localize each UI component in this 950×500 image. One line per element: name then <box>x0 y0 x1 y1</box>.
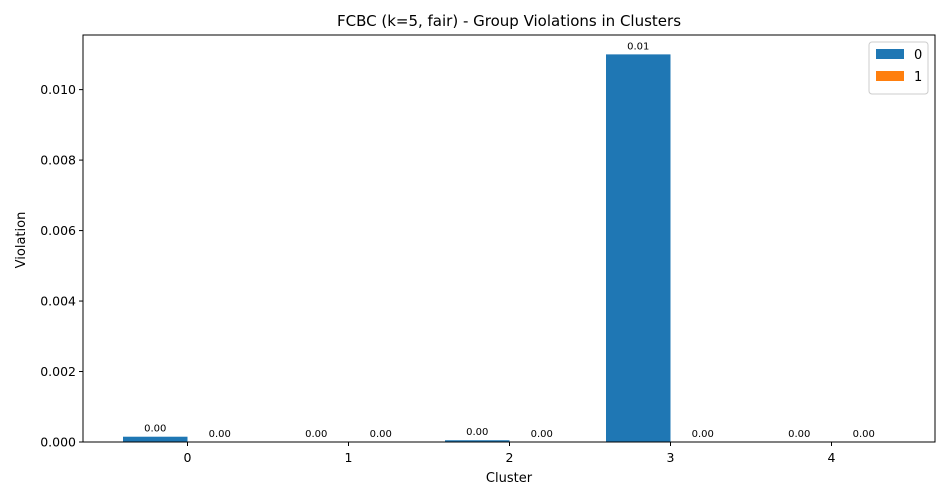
x-tick-label: 0 <box>184 450 192 465</box>
plot-frame <box>82 34 936 443</box>
y-tick-label: 0.006 <box>40 223 76 238</box>
data-label: 0.00 <box>466 427 488 438</box>
legend-label: 0 <box>914 48 922 63</box>
data-label: 0.00 <box>853 429 875 440</box>
bar-series0-cluster2 <box>445 440 510 442</box>
data-label: 0.00 <box>370 429 392 440</box>
bar-series0-cluster3 <box>606 54 671 442</box>
data-label: 0.00 <box>531 429 553 440</box>
legend-label: 1 <box>914 70 922 85</box>
y-axis-label: Violation <box>14 212 29 269</box>
data-label: 0.00 <box>209 429 231 440</box>
x-tick-label: 2 <box>506 450 514 465</box>
y-tick-label: 0.000 <box>40 435 76 450</box>
data-label: 0.00 <box>305 429 327 440</box>
x-tick-label: 4 <box>828 450 836 465</box>
data-label: 0.00 <box>144 424 166 435</box>
legend-swatch <box>876 49 904 59</box>
y-tick-label: 0.004 <box>40 294 76 309</box>
data-label: 0.00 <box>692 429 714 440</box>
y-tick-label: 0.008 <box>40 153 76 168</box>
legend: 01 <box>868 41 929 95</box>
data-label: 0.01 <box>627 41 649 52</box>
plot-area: 0.00 0.00 0.00 0.01 0.00 0.00 0.00 0.00 0.00 0.00… <box>40 34 936 465</box>
legend-swatch <box>876 71 904 81</box>
chart-title: FCBC (k=5, fair) - Group Violations in C… <box>337 12 681 30</box>
bar-series0-cluster0 <box>123 436 188 442</box>
x-axis-label: Cluster <box>486 471 533 486</box>
y-tick-label: 0.010 <box>40 82 76 97</box>
y-tick-label: 0.002 <box>40 364 76 379</box>
x-tick-label: 3 <box>667 450 675 465</box>
data-label: 0.00 <box>788 429 810 440</box>
x-tick-label: 1 <box>345 450 353 465</box>
